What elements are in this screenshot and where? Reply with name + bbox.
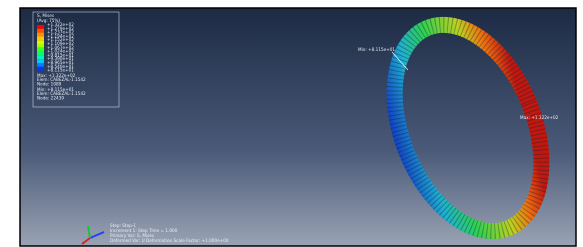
legend-swatch [37,55,44,59]
legend-swatch [37,40,44,44]
legend-swatch [37,63,44,67]
legend-swatch [37,48,44,52]
legend-swatch [37,36,44,40]
viewport-screenshot: S, Mises(Avg: 75%)+1.322e+02+1.279e+02+1… [0,0,583,247]
legend-min-line: Node: 22439 [37,95,64,100]
legend-swatch [37,33,44,37]
legend-level: +8.115e+01 [47,68,74,73]
page: S, Mises(Avg: 75%)+1.322e+02+1.279e+02+1… [0,0,583,247]
legend-swatch [37,67,44,71]
status-line: Deformed Var: U Deformation Scale Factor… [110,238,229,243]
legend-swatch [37,59,44,63]
legend-swatch [37,25,44,29]
max-annotation: Max: +1.322e+02 [520,115,559,120]
legend-max-line: Node: 1089 [37,81,62,86]
legend-swatch [37,29,44,33]
legend-swatch [37,44,44,48]
min-annotation: Min: +8.115e+01 [358,47,395,52]
legend-swatch [37,52,44,56]
